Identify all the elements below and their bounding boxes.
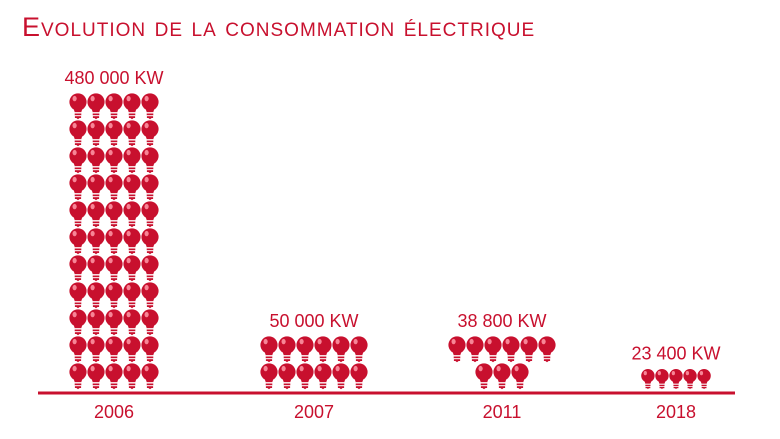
bulb-icon bbox=[350, 363, 368, 390]
bulb-icon bbox=[105, 255, 123, 282]
bulb-icon bbox=[314, 363, 332, 390]
bulb-icon bbox=[69, 228, 87, 255]
bulb-icon bbox=[278, 363, 296, 390]
bulb-icon bbox=[123, 228, 141, 255]
bulb-icon bbox=[278, 336, 296, 363]
bulb-icon bbox=[105, 174, 123, 201]
bulb-icon bbox=[697, 369, 711, 390]
bulb-icon bbox=[69, 147, 87, 174]
bulb-icon bbox=[141, 93, 159, 120]
bulb-icon bbox=[87, 93, 105, 120]
bulb-icon bbox=[538, 336, 556, 363]
bulb-icon bbox=[502, 336, 520, 363]
bulb-icon bbox=[123, 201, 141, 228]
bulb-icon bbox=[69, 363, 87, 390]
bulb-icon bbox=[484, 336, 502, 363]
bulb-icon bbox=[105, 282, 123, 309]
bulb-icon bbox=[69, 201, 87, 228]
bulb-icon bbox=[69, 120, 87, 147]
bulb-icon bbox=[123, 174, 141, 201]
category-label: 2011 bbox=[483, 402, 522, 422]
bulb-icon bbox=[683, 369, 697, 390]
bulb-icon bbox=[141, 363, 159, 390]
bulb-icon bbox=[141, 201, 159, 228]
bulb-icon bbox=[87, 282, 105, 309]
bulb-icon bbox=[105, 147, 123, 174]
bulb-icon bbox=[466, 336, 484, 363]
bulb-icon bbox=[87, 255, 105, 282]
bulb-icon bbox=[87, 309, 105, 336]
bulb-icon bbox=[123, 255, 141, 282]
bulb-icon bbox=[141, 336, 159, 363]
bulb-icon bbox=[332, 363, 350, 390]
data-label: 480 000 KW bbox=[64, 68, 163, 88]
chart-title: Evolution de la consommation électrique bbox=[22, 12, 536, 42]
category-label: 2006 bbox=[94, 402, 134, 422]
bulb-icon bbox=[141, 174, 159, 201]
bulb-icon bbox=[105, 309, 123, 336]
bulb-icon bbox=[448, 336, 466, 363]
bulb-icon bbox=[87, 174, 105, 201]
bulb-icon bbox=[350, 336, 368, 363]
bulb-icon bbox=[641, 369, 655, 390]
bulb-icon bbox=[87, 228, 105, 255]
bulb-icon bbox=[141, 309, 159, 336]
bulb-icon bbox=[296, 363, 314, 390]
bulb-icon bbox=[669, 369, 683, 390]
bulb-icon bbox=[123, 336, 141, 363]
bulb-icon bbox=[123, 120, 141, 147]
bulb-icon bbox=[87, 147, 105, 174]
bulb-icon bbox=[69, 255, 87, 282]
bulb-icon bbox=[123, 147, 141, 174]
data-label: 50 000 KW bbox=[269, 311, 358, 331]
bulb-icon bbox=[105, 336, 123, 363]
bulb-icon bbox=[69, 93, 87, 120]
bulb-icon bbox=[141, 147, 159, 174]
bulb-icon bbox=[260, 336, 278, 363]
bulb-icon bbox=[105, 201, 123, 228]
bulb-icon bbox=[141, 255, 159, 282]
bulb-icon bbox=[69, 309, 87, 336]
bulb-icon bbox=[123, 282, 141, 309]
bulb-icon bbox=[520, 336, 538, 363]
bulb-icon bbox=[105, 228, 123, 255]
bulb-icon bbox=[123, 93, 141, 120]
data-label: 38 800 KW bbox=[457, 311, 546, 331]
category-label: 2018 bbox=[656, 402, 696, 422]
bulb-icon bbox=[493, 363, 511, 390]
bulb-icon bbox=[314, 336, 332, 363]
bulb-icon bbox=[105, 363, 123, 390]
bulb-icon bbox=[141, 282, 159, 309]
bulb-icon bbox=[87, 363, 105, 390]
category-label: 2007 bbox=[294, 402, 334, 422]
bulb-icon bbox=[87, 336, 105, 363]
bulb-icon bbox=[69, 282, 87, 309]
bulb-icon bbox=[123, 309, 141, 336]
bulb-icon bbox=[69, 174, 87, 201]
bulb-icon bbox=[511, 363, 529, 390]
bulb-icon bbox=[105, 120, 123, 147]
data-label: 23 400 KW bbox=[631, 344, 720, 364]
bulb-icon bbox=[69, 336, 87, 363]
bulb-icon bbox=[105, 93, 123, 120]
bulb-icon bbox=[655, 369, 669, 390]
bulb-icon bbox=[141, 228, 159, 255]
bulb-icon bbox=[332, 336, 350, 363]
bulb-icon bbox=[296, 336, 314, 363]
bulb-icon bbox=[87, 201, 105, 228]
bulb-icon bbox=[141, 120, 159, 147]
bulb-icon bbox=[260, 363, 278, 390]
bulb-icon bbox=[123, 363, 141, 390]
bulb-icon bbox=[475, 363, 493, 390]
bulb-icon bbox=[87, 120, 105, 147]
